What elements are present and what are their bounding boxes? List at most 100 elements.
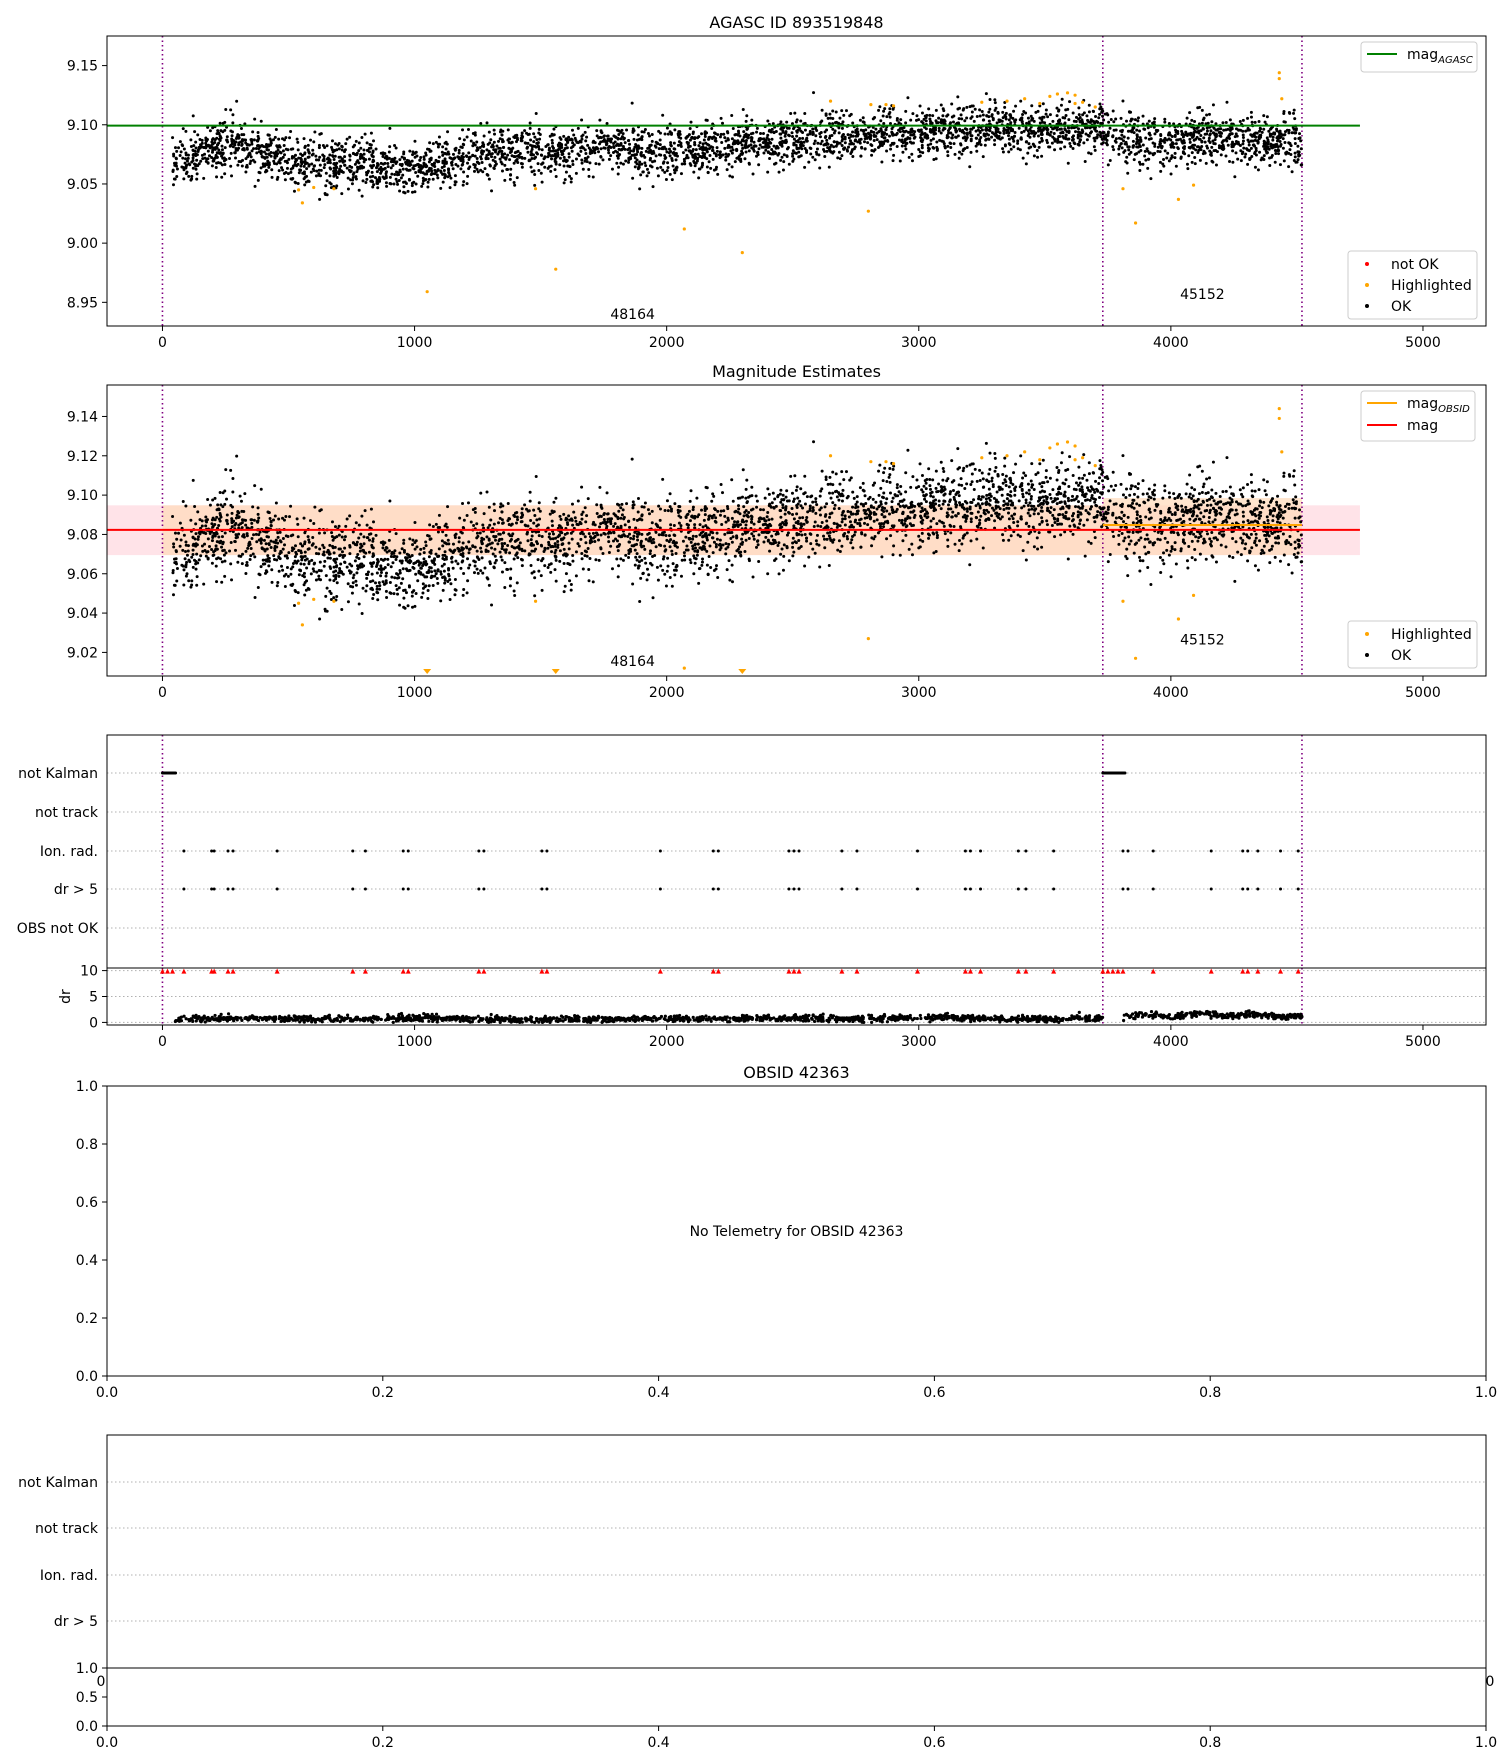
ok-point bbox=[313, 130, 317, 134]
ok-point bbox=[295, 137, 299, 141]
ok-point bbox=[467, 151, 471, 155]
ok-point bbox=[639, 173, 643, 177]
ok-point bbox=[650, 521, 654, 525]
ok-point bbox=[426, 185, 430, 189]
ok-point bbox=[752, 149, 756, 153]
y-tick-label: 9.05 bbox=[67, 177, 98, 193]
ok-point bbox=[461, 593, 465, 597]
ok-point bbox=[799, 143, 803, 147]
ok-point bbox=[219, 151, 223, 155]
ok-point bbox=[1016, 147, 1020, 151]
ok-point bbox=[904, 129, 908, 133]
ok-point bbox=[1283, 141, 1287, 145]
ok-point bbox=[388, 175, 392, 179]
ok-point bbox=[440, 150, 444, 154]
ok-point bbox=[692, 572, 696, 576]
ok-point bbox=[419, 167, 423, 171]
ok-point bbox=[530, 170, 534, 174]
ok-point bbox=[781, 503, 785, 507]
ok-point bbox=[437, 155, 441, 159]
ok-point bbox=[442, 169, 446, 173]
ok-point bbox=[220, 175, 224, 179]
ok-point bbox=[476, 148, 480, 152]
ok-point bbox=[1283, 130, 1287, 134]
ok-point bbox=[1205, 126, 1209, 130]
ok-point bbox=[886, 139, 890, 143]
ok-point bbox=[1124, 142, 1128, 146]
ok-point bbox=[398, 571, 402, 575]
ok-point bbox=[1282, 159, 1286, 163]
ok-point bbox=[279, 157, 283, 161]
ok-point bbox=[1167, 132, 1171, 136]
ok-point bbox=[1144, 158, 1148, 162]
ok-point bbox=[451, 566, 455, 570]
ok-point bbox=[934, 157, 938, 161]
ok-point bbox=[1048, 113, 1052, 117]
ok-point bbox=[513, 151, 517, 155]
ok-point bbox=[211, 148, 215, 152]
ok-point bbox=[631, 582, 635, 586]
ok-point bbox=[559, 517, 563, 521]
ok-point bbox=[987, 487, 991, 491]
ok-point bbox=[267, 144, 271, 148]
ok-point bbox=[1198, 158, 1202, 162]
ok-point bbox=[609, 146, 613, 150]
ok-point bbox=[743, 145, 747, 149]
ok-point bbox=[640, 135, 644, 139]
ok-point bbox=[371, 185, 375, 189]
ok-point bbox=[634, 160, 638, 164]
ok-point bbox=[1066, 161, 1070, 165]
ok-point bbox=[1253, 165, 1257, 169]
ok-point bbox=[952, 142, 956, 146]
ok-point bbox=[434, 140, 438, 144]
ok-point bbox=[581, 167, 585, 171]
ok-point bbox=[208, 129, 212, 133]
ok-point bbox=[691, 537, 695, 541]
ok-point bbox=[984, 137, 988, 141]
ok-point bbox=[340, 535, 344, 539]
ok-point bbox=[779, 552, 783, 556]
ok-point bbox=[567, 152, 571, 156]
ok-point bbox=[171, 568, 175, 572]
ok-point bbox=[574, 157, 578, 161]
ok-point bbox=[413, 139, 417, 143]
ok-point bbox=[529, 138, 533, 142]
ok-point bbox=[410, 190, 414, 194]
ok-point bbox=[196, 133, 200, 137]
ok-point bbox=[391, 164, 395, 168]
ok-point bbox=[1269, 144, 1273, 148]
ok-point bbox=[277, 137, 281, 141]
ok-point bbox=[1076, 133, 1080, 137]
ok-point bbox=[1181, 151, 1185, 155]
ok-point bbox=[240, 143, 244, 147]
ok-point bbox=[984, 92, 988, 96]
ok-point bbox=[175, 537, 179, 541]
ok-point bbox=[558, 156, 562, 160]
ok-point bbox=[853, 139, 857, 143]
ok-point bbox=[454, 180, 458, 184]
ok-point bbox=[696, 157, 700, 161]
ok-point bbox=[755, 130, 759, 134]
ok-point bbox=[467, 167, 471, 171]
ok-point bbox=[927, 107, 931, 111]
ok-point bbox=[426, 180, 430, 184]
ok-point bbox=[375, 162, 379, 166]
ok-point bbox=[366, 570, 370, 574]
ok-point bbox=[725, 130, 729, 134]
ok-point bbox=[1074, 505, 1078, 509]
ok-point bbox=[1040, 128, 1044, 132]
ok-point bbox=[1249, 115, 1253, 119]
ok-point bbox=[1209, 129, 1213, 133]
ok-point bbox=[519, 139, 523, 143]
ok-point bbox=[1086, 126, 1090, 130]
ok-point bbox=[512, 180, 516, 184]
ok-point bbox=[1044, 112, 1048, 116]
ok-point bbox=[1117, 147, 1121, 151]
ok-point bbox=[965, 507, 969, 511]
ok-point bbox=[174, 161, 178, 165]
ok-point bbox=[1241, 133, 1245, 137]
ok-point bbox=[975, 149, 979, 153]
ok-point bbox=[822, 143, 826, 147]
ok-point bbox=[337, 574, 341, 578]
ok-point bbox=[571, 163, 575, 167]
